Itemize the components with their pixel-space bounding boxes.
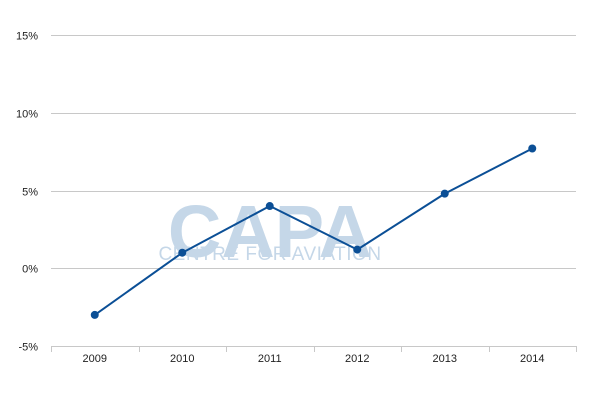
- y-tick-label: 5%: [22, 187, 38, 199]
- x-tick-label: 2012: [345, 353, 369, 365]
- series-line: [94, 147, 533, 316]
- data-point: [265, 202, 274, 211]
- data-point: [90, 310, 99, 319]
- data-points: [90, 144, 537, 319]
- x-tick-label: 2014: [520, 353, 544, 365]
- data-point: [440, 189, 449, 198]
- axes: [51, 346, 577, 352]
- y-tick-label: -5%: [18, 342, 38, 354]
- x-axis-tick-labels: 2009 2010 2011 2012 2013 2014: [83, 353, 545, 365]
- y-axis-tick-labels: -5% 0% 5% 10% 15%: [16, 31, 38, 354]
- y-tick-label: 15%: [16, 31, 38, 43]
- data-point: [353, 245, 362, 254]
- data-point: [178, 248, 187, 257]
- series-line-path: [94, 147, 533, 316]
- data-point: [528, 144, 537, 153]
- x-tick-label: 2013: [433, 353, 457, 365]
- x-tick-label: 2009: [83, 353, 107, 365]
- gridlines: [51, 35, 576, 269]
- x-tick-label: 2010: [170, 353, 194, 365]
- y-tick-label: 0%: [22, 264, 38, 276]
- x-tick-label: 2011: [258, 353, 282, 365]
- y-tick-label: 10%: [16, 109, 38, 121]
- watermark-tagline: CENTRE FOR AVIATION: [158, 244, 381, 265]
